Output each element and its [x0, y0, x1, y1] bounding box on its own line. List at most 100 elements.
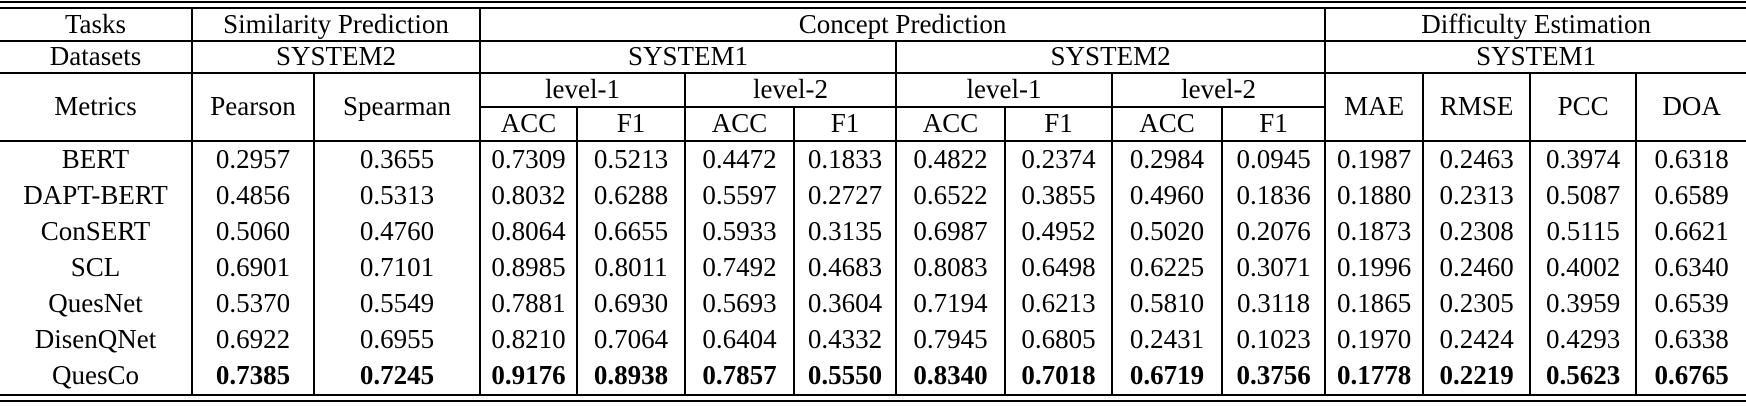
- value-cell: 0.1996: [1324, 250, 1424, 286]
- value-cell: 0.0945: [1221, 141, 1326, 178]
- metrics-header-label: Metrics: [0, 73, 192, 142]
- metric-spearman: Spearman: [312, 73, 481, 142]
- value-cell: 0.8985: [479, 250, 578, 286]
- value-cell: 0.4002: [1529, 250, 1637, 286]
- value-cell: 0.7018: [1004, 358, 1113, 395]
- table-row-bert: BERT 0.2957 0.3655 0.7309 0.5213 0.4472 …: [0, 141, 1746, 178]
- table-row-consert: ConSERT 0.5060 0.4760 0.8064 0.6655 0.59…: [0, 214, 1746, 250]
- row-label: DAPT-BERT: [23, 180, 168, 211]
- value-cell: 0.2305: [1422, 286, 1531, 322]
- value-cell: 0.5933: [684, 214, 795, 250]
- dataset-group-system2-similarity: SYSTEM2: [190, 41, 481, 74]
- header-row-tasks: Tasks Similarity Prediction Concept Pred…: [0, 8, 1746, 42]
- value-cell: 0.7194: [895, 286, 1006, 322]
- submetric-acc: ACC: [1111, 107, 1223, 142]
- value-cell: 0.5115: [1529, 214, 1637, 250]
- value-cell: 0.6719: [1111, 358, 1223, 395]
- submetric-f1: F1: [793, 107, 897, 142]
- value-cell: 0.6338: [1635, 322, 1746, 358]
- value-cell: 0.2463: [1422, 141, 1531, 178]
- task-group-difficulty-estimation: Difficulty Estimation: [1324, 8, 1746, 42]
- submetric-acc: ACC: [895, 107, 1006, 142]
- value-cell: 0.6621: [1635, 214, 1746, 250]
- submetric-acc: ACC: [479, 107, 578, 142]
- value-cell: 0.2374: [1004, 141, 1113, 178]
- value-cell: 0.6901: [191, 250, 314, 286]
- metric-doa: DOA: [1635, 73, 1746, 142]
- value-cell: 0.3135: [793, 214, 897, 250]
- submetric-f1: F1: [576, 107, 686, 142]
- value-cell: 0.7064: [576, 322, 686, 358]
- value-cell: 0.5370: [191, 286, 314, 322]
- value-cell: 0.3655: [312, 141, 481, 178]
- value-cell: 0.4683: [793, 250, 897, 286]
- value-cell: 0.6225: [1111, 250, 1223, 286]
- value-cell: 0.7881: [479, 286, 578, 322]
- value-cell: 0.5623: [1529, 358, 1637, 395]
- value-cell: 0.6539: [1635, 286, 1746, 322]
- level-1-system1-header: level-1: [479, 73, 686, 108]
- datasets-header-label: Datasets: [0, 41, 192, 74]
- metric-mae: MAE: [1324, 73, 1424, 142]
- value-cell: 0.8083: [895, 250, 1006, 286]
- value-cell: 0.5020: [1111, 214, 1223, 250]
- table-row-disenqnet: DisenQNet 0.6922 0.6955 0.8210 0.7064 0.…: [0, 322, 1746, 358]
- value-cell: 0.5213: [576, 141, 686, 178]
- value-cell: 0.6288: [576, 178, 686, 214]
- table-row-quesco: QuesCo 0.7385 0.7245 0.9176 0.8938 0.785…: [0, 358, 1746, 395]
- value-cell: 0.2219: [1422, 358, 1531, 395]
- value-cell: 0.6987: [895, 214, 1006, 250]
- value-cell: 0.7857: [684, 358, 795, 395]
- value-cell: 0.7492: [684, 250, 795, 286]
- value-cell: 0.6522: [895, 178, 1006, 214]
- value-cell: 0.8938: [576, 358, 686, 395]
- value-cell: 0.2424: [1422, 322, 1531, 358]
- dataset-group-system1-difficulty: SYSTEM1: [1324, 41, 1746, 74]
- value-cell: 0.6589: [1635, 178, 1746, 214]
- value-cell: 0.1970: [1324, 322, 1424, 358]
- value-cell: 0.6213: [1004, 286, 1113, 322]
- value-cell: 0.2460: [1422, 250, 1531, 286]
- value-cell: 0.1833: [793, 141, 897, 178]
- value-cell: 0.5549: [312, 286, 481, 322]
- value-cell: 0.6955: [312, 322, 481, 358]
- metric-pcc: PCC: [1529, 73, 1637, 142]
- metric-rmse: RMSE: [1422, 73, 1531, 142]
- value-cell: 0.5597: [684, 178, 795, 214]
- submetric-acc: ACC: [684, 107, 795, 142]
- value-cell: 0.7101: [312, 250, 481, 286]
- value-cell: 0.1873: [1324, 214, 1424, 250]
- value-cell: 0.3604: [793, 286, 897, 322]
- value-cell: 0.8032: [479, 178, 578, 214]
- tasks-header-label: Tasks: [0, 8, 192, 42]
- value-cell: 0.1023: [1221, 322, 1326, 358]
- row-label: DisenQNet: [34, 324, 157, 355]
- value-cell: 0.6922: [191, 322, 314, 358]
- value-cell: 0.4760: [312, 214, 481, 250]
- value-cell: 0.1987: [1324, 141, 1424, 178]
- value-cell: 0.4856: [191, 178, 314, 214]
- value-cell: 0.3855: [1004, 178, 1113, 214]
- value-cell: 0.4822: [895, 141, 1006, 178]
- level-2-system2-header: level-2: [1111, 73, 1326, 108]
- header-row-datasets: Datasets SYSTEM2 SYSTEM1 SYSTEM2 SYSTEM1: [0, 41, 1746, 74]
- value-cell: 0.5810: [1111, 286, 1223, 322]
- value-cell: 0.1880: [1324, 178, 1424, 214]
- value-cell: 0.8064: [479, 214, 578, 250]
- value-cell: 0.4952: [1004, 214, 1113, 250]
- value-cell: 0.5550: [793, 358, 897, 395]
- results-table: Tasks Similarity Prediction Concept Pred…: [0, 7, 1746, 396]
- value-cell: 0.2313: [1422, 178, 1531, 214]
- value-cell: 0.6404: [684, 322, 795, 358]
- value-cell: 0.5060: [191, 214, 314, 250]
- row-label: ConSERT: [40, 216, 151, 247]
- value-cell: 0.6765: [1635, 358, 1746, 395]
- value-cell: 0.2957: [191, 141, 314, 178]
- value-cell: 0.2076: [1221, 214, 1326, 250]
- table-row-quesnet: QuesNet 0.5370 0.5549 0.7881 0.6930 0.56…: [0, 286, 1746, 322]
- value-cell: 0.6805: [1004, 322, 1113, 358]
- submetric-f1: F1: [1004, 107, 1113, 142]
- table-row-scl: SCL 0.6901 0.7101 0.8985 0.8011 0.7492 0…: [0, 250, 1746, 286]
- value-cell: 0.6340: [1635, 250, 1746, 286]
- value-cell: 0.4293: [1529, 322, 1637, 358]
